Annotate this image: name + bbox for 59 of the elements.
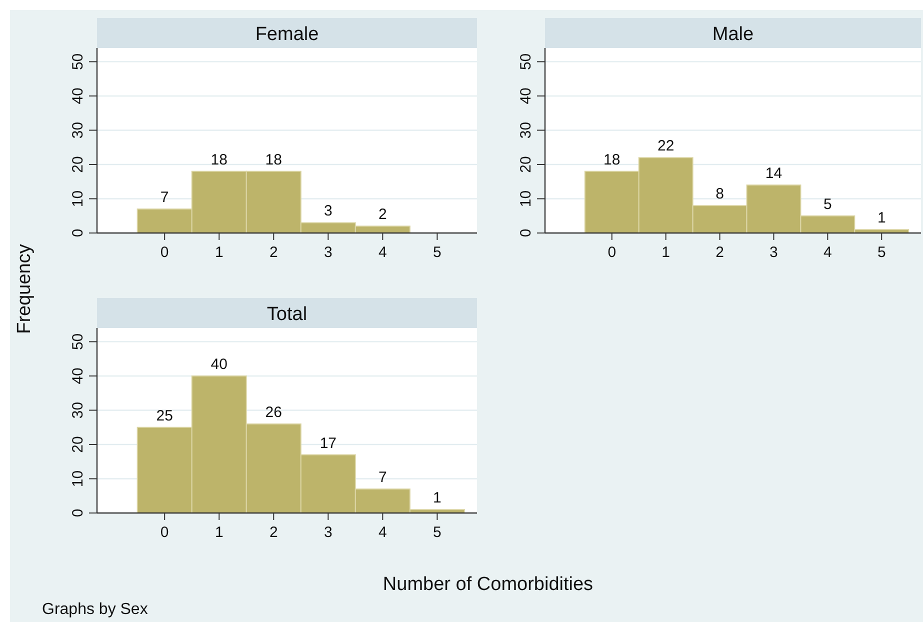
x-tick-label: 0 [608,244,616,261]
y-tick-label: 30 [69,122,86,139]
y-tick-label: 40 [517,88,534,104]
x-tick-label: 5 [877,244,886,261]
data-label: 18 [265,151,282,168]
data-label: 25 [156,407,173,424]
x-tick-label: 3 [324,524,332,541]
y-axis-title: Frequency [14,244,35,334]
x-tick-label: 3 [770,244,778,261]
y-tick-label: 0 [69,228,86,238]
y-tick-label: 10 [69,470,86,488]
x-tick-label: 0 [160,524,169,541]
data-label: 2 [378,206,387,224]
data-label: 26 [265,404,282,421]
y-tick-label: 30 [517,122,534,139]
x-tick-label: 4 [378,524,387,541]
data-label: 40 [210,356,228,373]
y-tick-label: 10 [517,190,534,208]
y-tick-label: 40 [69,368,86,384]
x-tick-label: 5 [433,244,442,261]
x-tick-label: 1 [662,244,670,261]
x-tick-label: 4 [378,244,387,261]
x-tick-label: 1 [214,524,224,541]
x-tick-label: 3 [324,244,332,261]
y-tick-label: 0 [517,228,534,238]
y-tick-label: 20 [69,156,86,173]
y-tick-label: 30 [69,402,86,419]
y-tick-label: 40 [69,88,86,104]
x-tick-label: 0 [160,244,169,261]
data-label: 1 [877,210,886,227]
x-tick-label: 2 [269,244,278,261]
y-tick-label: 50 [69,333,86,350]
y-tick-label: 50 [517,53,534,70]
y-tick-label: 10 [69,190,86,208]
data-label: 22 [657,138,674,155]
x-tick-label: 1 [214,244,224,261]
data-label: 18 [604,151,620,168]
x-tick-label: 4 [824,244,832,261]
data-label: 1 [433,490,442,507]
data-label: 8 [716,186,724,203]
y-tick-label: 20 [69,436,86,453]
x-tick-label: 2 [716,244,724,261]
data-label: 14 [765,165,782,182]
chart-title: Female [255,24,319,45]
data-label: 7 [378,469,387,486]
y-tick-label: 20 [517,156,534,173]
chart-title: Male [712,24,754,45]
x-tick-label: 2 [269,524,278,541]
x-tick-label: 5 [433,524,442,541]
text: Graphs by Sex [42,601,148,618]
x-axis-title: Number of Comorbidities [382,574,594,595]
y-tick-label: 0 [69,508,86,518]
data-label: 7 [160,189,169,206]
data-label: 18 [210,151,228,168]
data-label: 5 [824,196,832,213]
data-label: 17 [320,434,337,452]
y-tick-label: 50 [69,53,86,70]
chart-title: Total [266,304,308,325]
data-label: 3 [324,202,332,220]
